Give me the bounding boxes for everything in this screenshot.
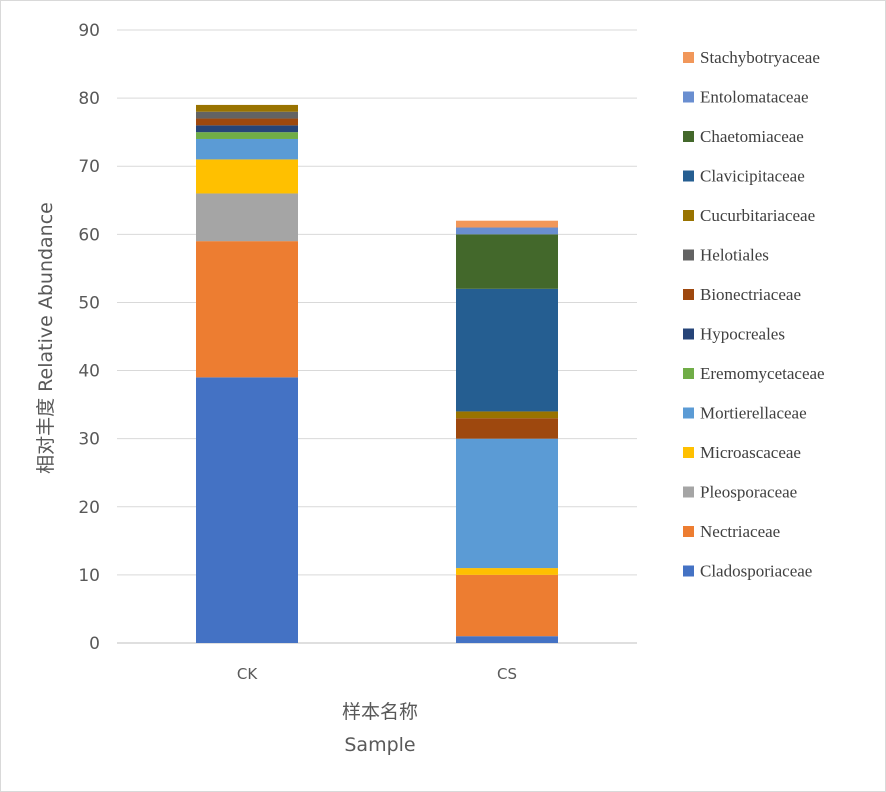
legend-swatch [683, 368, 694, 379]
legend-label: Cladosporiaceae [700, 562, 812, 581]
bar-segment [456, 574, 558, 637]
x-tick-label: CK [237, 665, 258, 683]
legend-swatch [683, 170, 694, 182]
legend-label: Entolomataceae [700, 88, 809, 107]
legend-swatch [683, 289, 694, 300]
y-tick-label: 40 [78, 362, 100, 382]
bars [196, 104, 558, 643]
bar-segment [456, 227, 558, 235]
y-axis-ticks: 0 10 20 30 40 50 60 70 80 90 [78, 21, 100, 654]
bar-segment [456, 438, 558, 569]
y-tick-label: 60 [78, 225, 100, 245]
bar-segment [196, 132, 298, 139]
legend-label: Hypocreales [700, 325, 785, 344]
bar-segment [456, 568, 558, 575]
bar-segment [456, 234, 558, 289]
legend-swatch [683, 328, 694, 340]
bar-segment [196, 125, 298, 133]
bar-segment [456, 220, 558, 228]
y-tick-label: 80 [78, 89, 100, 109]
legend-swatch [683, 447, 694, 458]
legend-swatch [683, 407, 694, 419]
y-axis-title: 相对丰度 Relative Abundance [35, 202, 57, 474]
x-axis-ticks: CK CS [237, 665, 517, 683]
legend-swatch [683, 91, 694, 103]
bar-segment [196, 193, 298, 242]
gridlines [117, 29, 637, 644]
legend-swatch [683, 526, 694, 537]
legend-swatch [683, 486, 694, 498]
legend-label: Microascaceae [700, 443, 801, 462]
legend-swatch [683, 565, 694, 577]
y-tick-label: 70 [78, 157, 100, 177]
legend-swatch [683, 249, 694, 261]
y-tick-label: 90 [78, 21, 100, 41]
y-tick-label: 20 [78, 498, 100, 518]
legend-label: Cucurbitariaceae [700, 206, 815, 225]
legend-label: Eremomycetaceae [700, 364, 825, 383]
bar-segment [196, 138, 298, 160]
legend-label: Helotiales [700, 246, 769, 265]
bar-segment [196, 159, 298, 194]
legend-label: Stachybotryaceae [700, 48, 820, 67]
y-tick-label: 0 [89, 634, 100, 654]
x-axis-title-en: Sample [344, 734, 415, 756]
bar-segment [196, 377, 298, 643]
legend-label: Clavicipitaceae [700, 167, 805, 186]
y-tick-label: 30 [78, 430, 100, 450]
legend-label: Pleosporaceae [700, 483, 797, 502]
bar-segment [196, 118, 298, 126]
x-tick-label: CS [497, 665, 517, 683]
bar-segment [456, 418, 558, 439]
bar-segment [456, 636, 558, 643]
y-tick-label: 50 [78, 293, 100, 313]
x-axis-title-cn: 样本名称 [342, 701, 418, 723]
legend-swatch [683, 52, 694, 63]
y-tick-label: 10 [78, 566, 100, 586]
bar-segment [456, 411, 558, 419]
bar-segment [196, 104, 298, 112]
bar-segment [196, 241, 298, 378]
legend-label: Bionectriaceae [700, 285, 801, 304]
bar-segment [456, 288, 558, 412]
legend-label: Nectriaceae [700, 522, 780, 541]
legend-swatch [683, 210, 694, 221]
legend: Stachybotryaceae Entolomataceae Chaetomiac… [683, 48, 825, 581]
bar-segment [196, 111, 298, 119]
legend-swatch [683, 131, 694, 142]
legend-label: Mortierellaceae [700, 404, 807, 423]
legend-label: Chaetomiaceae [700, 127, 804, 146]
